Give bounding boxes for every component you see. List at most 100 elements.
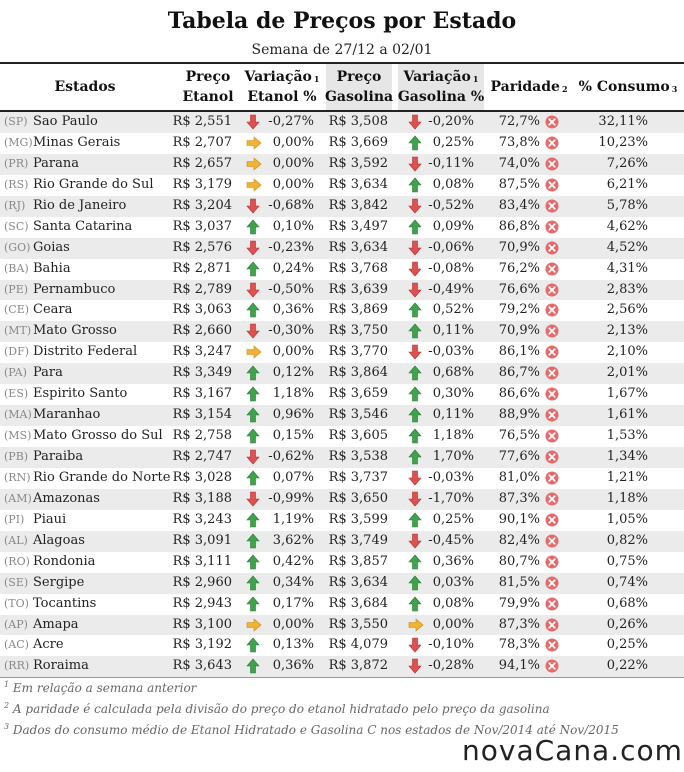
state-name: Acre: [33, 637, 64, 653]
page-subtitle: Semana de 27/12 a 02/01: [251, 42, 433, 58]
gasolina-price: R$ 3,599: [328, 511, 388, 527]
gasolina-price: R$ 3,872: [328, 658, 388, 674]
etanol-variation: -0,23%: [268, 239, 314, 255]
state-name: Ceara: [33, 302, 73, 318]
gasolina-price: R$ 3,605: [328, 428, 388, 444]
state-abbreviation: (MG): [4, 135, 33, 149]
x-circle-icon: [545, 468, 559, 489]
state-abbreviation: (RN): [4, 470, 31, 484]
arrow-down-icon: [408, 656, 424, 677]
paridade-value: 72,7%: [498, 114, 540, 129]
etanol-price: R$ 3,643: [172, 658, 232, 674]
consumo-value: 32,11%: [598, 114, 648, 129]
etanol-variation: 0,17%: [272, 595, 314, 611]
etanol-price: R$ 2,943: [172, 595, 232, 611]
table-row: (PA) Para R$ 3,349 0,12% R$ 3,864 0,68% 86,7% 2…: [0, 363, 684, 385]
arrow-up-icon: [246, 217, 262, 238]
state-name: Roraima: [33, 658, 89, 674]
arrow-up-icon: [246, 594, 262, 615]
gasolina-price: R$ 3,659: [328, 386, 388, 402]
gasolina-price: R$ 3,497: [328, 218, 388, 234]
state-name: Pernambuco: [33, 281, 116, 297]
etanol-variation: 0,00%: [272, 616, 314, 632]
x-circle-icon: [545, 384, 559, 405]
x-circle-icon: [545, 552, 559, 573]
arrow-down-icon: [408, 280, 424, 301]
state-abbreviation: (SE): [4, 575, 29, 589]
arrow-up-icon: [408, 384, 424, 405]
state-abbreviation: (BA): [4, 261, 29, 275]
etanol-price: R$ 2,789: [172, 281, 232, 297]
etanol-variation: -0,68%: [268, 197, 314, 213]
state-abbreviation: (PR): [4, 156, 29, 170]
gasolina-variation: -0,28%: [428, 658, 474, 674]
gasolina-variation: -0,45%: [428, 532, 474, 548]
x-circle-icon: [545, 154, 559, 175]
table-row: (TO) Tocantins R$ 2,943 0,17% R$ 3,684 0,08% 7…: [0, 594, 684, 615]
arrow-up-icon: [246, 635, 262, 656]
state-abbreviation: (AC): [4, 638, 29, 652]
consumo-value: 0,75%: [606, 553, 648, 569]
state-name: Espirito Santo: [33, 386, 128, 402]
state-abbreviation: (RS): [4, 177, 29, 191]
gasolina-price: R$ 3,650: [328, 490, 388, 506]
gasolina-variation: -1,70%: [428, 490, 474, 506]
consumo-value: 2,83%: [606, 281, 648, 297]
gasolina-price: R$ 3,749: [328, 532, 388, 548]
gasolina-variation: -0,10%: [428, 637, 474, 653]
gasolina-variation: -0,20%: [428, 114, 474, 129]
arrow-up-icon: [408, 217, 424, 238]
paridade-value: 81,0%: [498, 469, 540, 485]
x-circle-icon: [545, 531, 559, 552]
etanol-price: R$ 3,188: [172, 490, 232, 506]
paridade-value: 86,1%: [498, 344, 540, 360]
state-name: Tocantins: [33, 595, 97, 611]
consumo-value: 2,01%: [606, 365, 648, 381]
table-row: (RN) Rio Grande do Norte R$ 3,028 0,07% R$ 3…: [0, 468, 684, 489]
arrow-up-icon: [246, 573, 262, 594]
state-name: Amazonas: [33, 490, 100, 506]
x-circle-icon: [545, 656, 559, 677]
state-name: Bahia: [33, 260, 71, 276]
etanol-variation: 0,15%: [272, 428, 314, 444]
state-abbreviation: (DF): [4, 345, 30, 359]
etanol-variation: -0,99%: [268, 490, 314, 506]
x-circle-icon: [545, 112, 559, 133]
paridade-value: 78,3%: [498, 637, 540, 653]
state-name: Mato Grosso do Sul: [33, 428, 163, 444]
consumo-value: 1,61%: [606, 407, 648, 423]
table-row: (PR) Parana R$ 2,657 0,00% R$ 3,592 -0,11% 74,…: [0, 153, 684, 175]
etanol-variation: 0,24%: [272, 260, 314, 276]
arrow-down-icon: [408, 112, 424, 133]
consumo-value: 1,67%: [606, 386, 648, 402]
paridade-value: 86,8%: [498, 218, 540, 234]
etanol-variation: -0,27%: [268, 114, 314, 129]
header-estados: Estados: [54, 79, 116, 95]
footnote-2: 2 A paridade é calculada pela divisão do…: [4, 701, 550, 716]
table-row: (AM) Amazonas R$ 3,188 -0,99% R$ 3,650 -1,70%…: [0, 488, 684, 510]
state-abbreviation: (ES): [4, 387, 29, 401]
arrow-up-icon: [408, 363, 424, 384]
arrow-down-icon: [246, 489, 262, 510]
table-row: (MT) Mato Grosso R$ 2,660 -0,30% R$ 3,750 0,1…: [0, 321, 684, 343]
etanol-price: R$ 2,707: [172, 134, 232, 150]
state-name: Piaui: [33, 511, 67, 527]
header-preco-gasolina: Preço Gasolina: [325, 64, 393, 110]
arrow-up-icon: [246, 405, 262, 426]
consumo-value: 1,34%: [606, 449, 648, 464]
etanol-price: R$ 3,063: [172, 302, 232, 318]
state-name: Minas Gerais: [33, 134, 121, 150]
state-name: Goias: [33, 239, 70, 255]
state-abbreviation: (PB): [4, 450, 29, 463]
footnote-3: 3 Dados do consumo médio de Etanol Hidra…: [4, 722, 619, 737]
gasolina-variation: 1,70%: [432, 449, 474, 464]
etanol-price: R$ 2,660: [172, 323, 232, 339]
table-row: (AL) Alagoas R$ 3,091 3,62% R$ 3,749 -0,45% 82…: [0, 530, 684, 552]
state-name: Alagoas: [33, 532, 85, 548]
consumo-value: 0,68%: [606, 595, 648, 611]
arrow-right-icon: [246, 175, 262, 196]
etanol-variation: 0,36%: [272, 302, 314, 318]
state-name: Parana: [33, 155, 80, 171]
etanol-variation: 1,19%: [272, 511, 314, 527]
